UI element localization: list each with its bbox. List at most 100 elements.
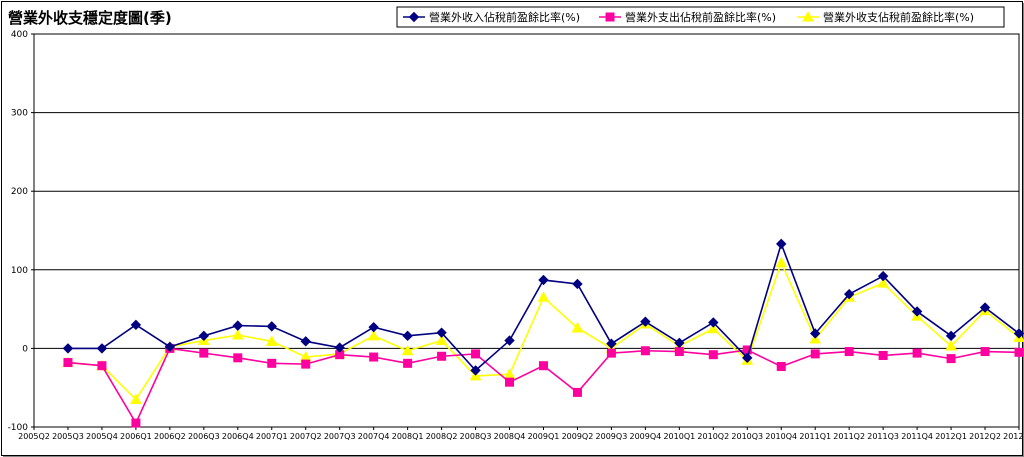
series-1-point <box>810 349 820 359</box>
series-1-point <box>403 358 413 368</box>
series-1-point <box>708 350 718 360</box>
plot-area <box>33 33 1020 428</box>
x-tick-label: 2012Q1 <box>935 432 967 441</box>
x-tick-label: 2010Q4 <box>765 432 797 441</box>
x-tick-label: 2008Q4 <box>494 432 526 441</box>
series-0-point <box>945 330 957 342</box>
legend-swatch-marker <box>802 10 814 22</box>
legend-label: 營業外支出佔稅前盈餘比率(%) <box>625 10 776 24</box>
series-1-point <box>1014 347 1024 357</box>
x-tick-label: 2006Q1 <box>120 432 152 441</box>
series-0-point <box>198 330 210 342</box>
series-2-point <box>435 334 448 346</box>
series-0-point <box>130 319 142 331</box>
x-tick-label: 2007Q3 <box>324 432 356 441</box>
series-layer <box>62 238 1024 428</box>
x-tick-label: 2012Q2 <box>969 432 1001 441</box>
series-1-point <box>640 346 650 356</box>
series-1-line <box>67 347 1020 425</box>
x-tick-label: 2008Q2 <box>426 432 458 441</box>
legend-entry: 營業外收入佔稅前盈餘比率(%) <box>403 10 580 24</box>
series-1-point <box>131 418 141 428</box>
series-0-point <box>640 316 651 327</box>
series-2-point <box>707 322 720 334</box>
series-0-point <box>877 270 889 282</box>
series-1-point <box>369 352 379 362</box>
series-0-point <box>504 335 515 346</box>
series-0-point <box>538 274 549 286</box>
y-axis: 400 300 200 100 0 -100 <box>8 30 34 433</box>
series-0-point <box>96 343 108 354</box>
series-2-point <box>775 256 788 268</box>
x-tick-label: 2006Q4 <box>222 432 254 441</box>
series-0-point <box>572 278 583 290</box>
x-tick-label: 2008Q1 <box>392 432 424 441</box>
series-2-point <box>130 393 142 404</box>
series-1-point <box>674 347 684 357</box>
series-0-point <box>470 365 481 376</box>
series-0-point <box>843 288 855 300</box>
series-0-point <box>708 317 719 328</box>
y-tick-label: 300 <box>11 109 28 119</box>
series-1-point <box>912 348 922 358</box>
series-1-point <box>471 349 481 359</box>
series-1-point <box>878 350 888 360</box>
series-0-point <box>62 343 74 354</box>
x-tick-label: 2010Q1 <box>663 432 695 441</box>
series-1-point <box>538 361 548 371</box>
x-tick-label: 2005Q2 <box>18 432 50 441</box>
series-0-point <box>436 327 447 338</box>
x-tick-label: 2011Q2 <box>833 432 865 441</box>
x-tick-label: 2007Q2 <box>290 432 322 441</box>
series-1-point <box>233 353 243 363</box>
series-1-point <box>505 377 515 387</box>
x-tick-label: 2009Q2 <box>562 432 594 441</box>
y-tick-label: -100 <box>8 423 29 433</box>
series-1-point <box>437 351 447 361</box>
legend-box <box>396 6 1005 28</box>
x-tick-label: 2010Q3 <box>731 432 763 441</box>
legend-entry: 營業外收支佔稅前盈餘比率(%) <box>797 10 974 24</box>
x-tick-label: 2011Q1 <box>799 432 831 441</box>
y-tick-label: 0 <box>22 344 28 354</box>
legend: 營業外收入佔稅前盈餘比率(%) 營業外支出佔稅前盈餘比率(%) 營業外收支佔稅前盈餘… <box>396 6 1005 28</box>
series-0-point <box>606 338 617 349</box>
series-0-point <box>742 352 753 364</box>
series-2-point <box>945 340 957 351</box>
series-2-point <box>537 291 550 302</box>
series-1-point <box>776 361 786 371</box>
series-2-point <box>265 335 278 346</box>
series-1-point <box>63 358 73 368</box>
x-tick-label: 2009Q4 <box>630 432 662 441</box>
series-1 <box>63 343 1024 428</box>
series-1-point <box>572 387 582 397</box>
x-tick-label: 2006Q2 <box>154 432 186 441</box>
series-2-point <box>231 329 244 340</box>
chart-title: 營業外收支穩定度圖(季) <box>8 9 172 27</box>
series-0 <box>62 238 1024 376</box>
series-1-point <box>97 361 107 371</box>
series-1-point <box>946 354 956 364</box>
x-axis: 2005Q2 2005Q3 2005Q4 2006Q1 2006Q2 2006Q3 2006… <box>18 427 1024 441</box>
legend-entry: 營業外支出佔稅前盈餘比率(%) <box>599 10 776 24</box>
series-0-point <box>300 336 311 347</box>
series-0-point <box>232 320 244 331</box>
series-1-point <box>199 348 209 358</box>
series-0-point <box>776 238 787 250</box>
series-1-point <box>844 347 854 357</box>
x-tick-label: 2011Q4 <box>901 432 933 441</box>
x-tick-label: 2005Q3 <box>52 432 84 441</box>
series-1-point <box>301 359 311 369</box>
series-0-point <box>368 321 379 333</box>
series-0-point <box>674 337 685 349</box>
x-tick-label: 2009Q3 <box>596 432 628 441</box>
x-tick-label: 2009Q1 <box>528 432 560 441</box>
y-tick-label: 100 <box>11 266 28 276</box>
series-2-point <box>401 344 414 356</box>
y-tick-label: 200 <box>11 187 28 197</box>
series-2-point <box>367 329 380 341</box>
series-0-point <box>164 341 176 353</box>
x-tick-label: 2010Q2 <box>697 432 729 441</box>
x-tick-label: 2006Q3 <box>188 432 220 441</box>
series-0-point <box>1013 328 1024 339</box>
